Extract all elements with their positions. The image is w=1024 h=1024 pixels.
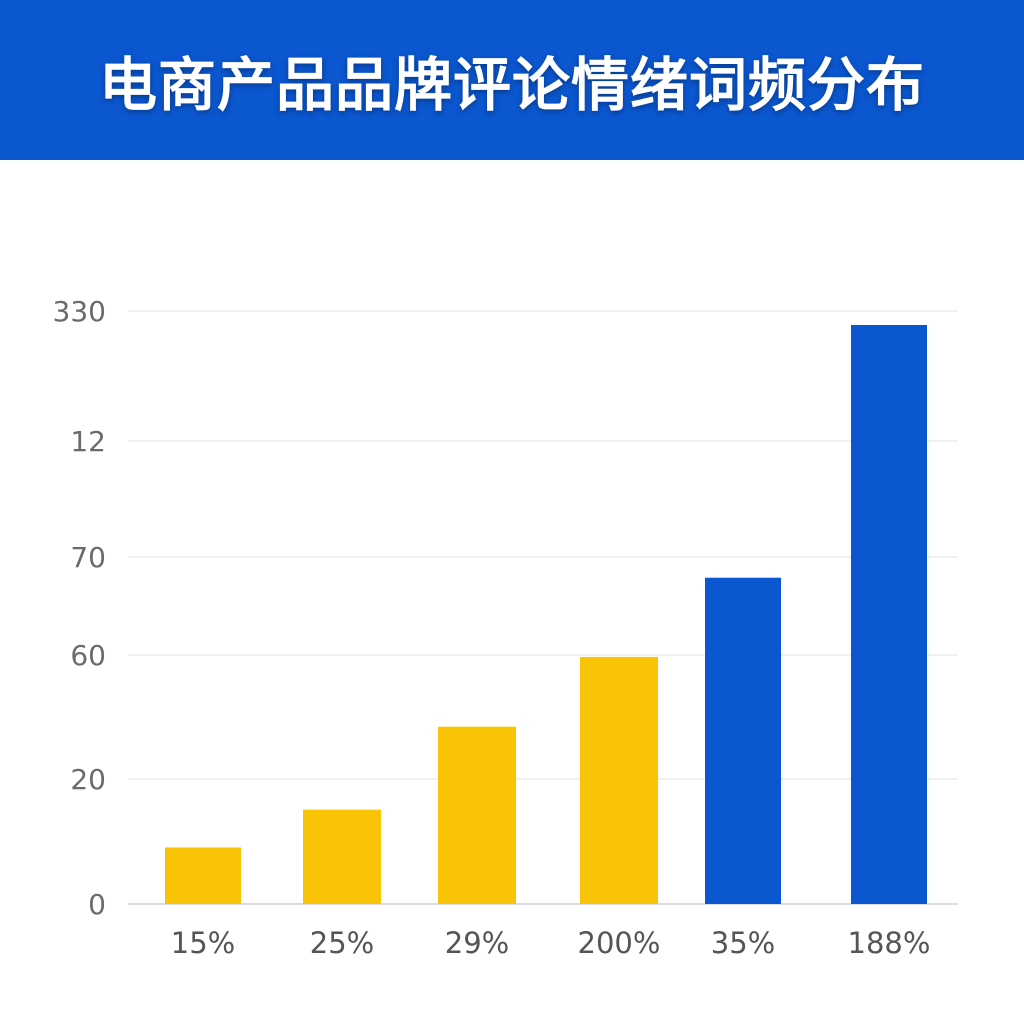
y-tick-label: 20: [70, 763, 106, 796]
bar-6: [851, 325, 927, 904]
bars: [165, 325, 927, 904]
bar-1: [165, 847, 241, 904]
x-category-label: 35%: [711, 926, 775, 960]
y-tick-label: 330: [53, 295, 106, 328]
bar-2: [303, 809, 381, 904]
x-category-label: 15%: [171, 926, 235, 960]
x-category-label: 200%: [578, 926, 661, 960]
y-tick-label: 12: [70, 425, 106, 458]
bar-3: [438, 726, 516, 904]
x-category-label: 188%: [848, 926, 931, 960]
x-category-label: 25%: [310, 926, 374, 960]
gridlines: [128, 310, 958, 905]
y-tick-label: 60: [70, 639, 106, 672]
chart-title: 电商产品品牌评论情绪词频分布: [98, 51, 925, 119]
bar-5: [705, 577, 781, 904]
y-tick-label: 0: [88, 888, 106, 921]
bar-4: [580, 656, 658, 904]
x-category-label: 29%: [445, 926, 509, 960]
x-axis-labels: 15% 25% 29% 200% 35% 188%: [171, 926, 931, 960]
y-tick-label: 70: [70, 541, 106, 574]
y-axis-ticks: 0 20 60 70 12 330: [53, 295, 106, 921]
title-banner: 电商产品品牌评论情绪词频分布: [0, 0, 1024, 160]
